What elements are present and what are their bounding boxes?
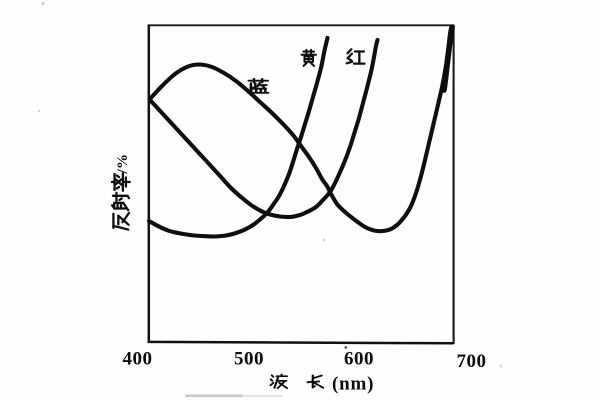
- svg-text:500: 500: [234, 349, 264, 370]
- svg-text:700: 700: [457, 351, 487, 372]
- svg-text:/%: /%: [115, 154, 131, 175]
- svg-text:(nm): (nm): [332, 374, 374, 395]
- svg-text:400: 400: [123, 349, 153, 370]
- svg-text:600: 600: [344, 349, 374, 370]
